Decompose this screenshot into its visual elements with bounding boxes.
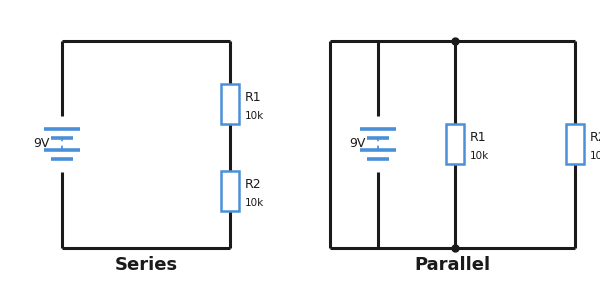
Text: Parallel: Parallel	[415, 256, 491, 274]
Bar	[221, 84, 239, 124]
Text: 10k: 10k	[245, 198, 264, 208]
Text: R2: R2	[245, 178, 262, 192]
Text: Series: Series	[115, 256, 178, 274]
Bar	[221, 171, 239, 211]
Bar	[566, 124, 584, 164]
Text: R1: R1	[470, 132, 487, 144]
Text: R2: R2	[590, 132, 600, 144]
Text: 10k: 10k	[470, 151, 489, 161]
Text: 10k: 10k	[590, 151, 600, 161]
Text: 9V: 9V	[350, 138, 366, 150]
Text: R1: R1	[245, 92, 262, 104]
Bar	[446, 124, 464, 164]
Text: 10k: 10k	[245, 111, 264, 121]
Text: 9V: 9V	[34, 138, 50, 150]
